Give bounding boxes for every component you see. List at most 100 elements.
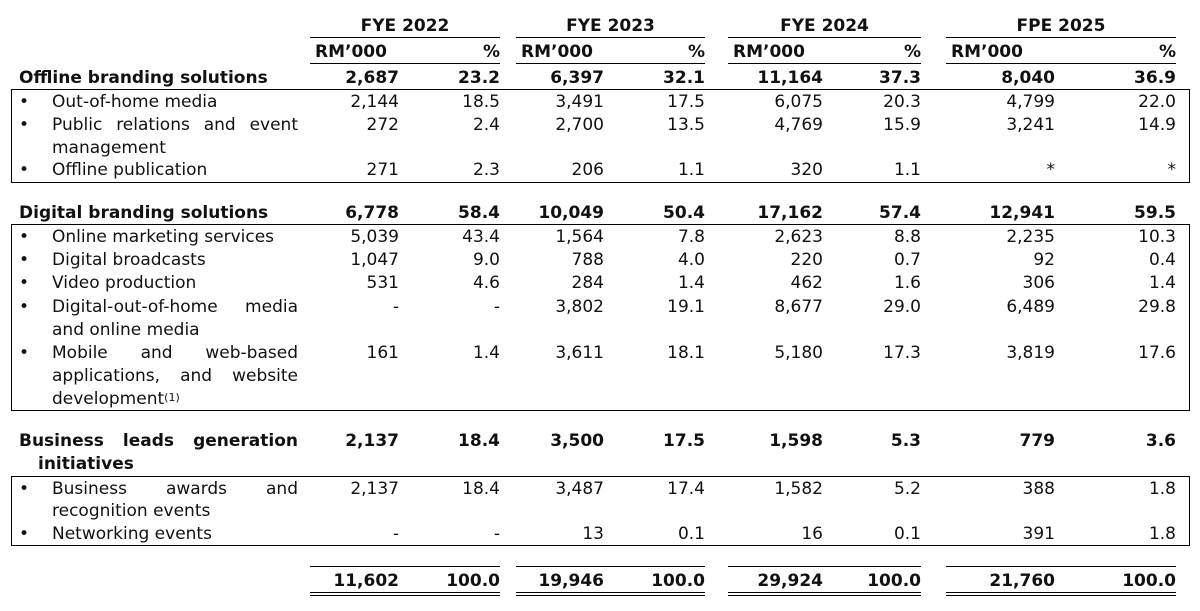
digital-total-cell: 12,941 [989, 203, 1055, 223]
unit-header: RM’000 [733, 42, 805, 62]
digital-item-label: Mobile and web-based [52, 343, 298, 363]
section-title-business: Business leads generation [19, 431, 298, 451]
rule-line [516, 592, 705, 593]
grand-total-cell: 100.0 [446, 571, 500, 591]
bullet-icon: • [19, 273, 30, 293]
bullet-icon: • [19, 343, 30, 363]
business-item-cell: 2,137 [350, 479, 399, 499]
rule-line [728, 37, 921, 38]
section-box [11, 224, 1190, 411]
digital-item-cell: - [392, 297, 399, 317]
offline-item-cell: 14.9 [1138, 115, 1176, 135]
grand-total-cell: 11,602 [333, 571, 399, 591]
rule-line [310, 592, 500, 593]
offline-total-cell: 32.1 [663, 68, 705, 88]
rule-line [946, 595, 1176, 596]
offline-total-cell: 2,687 [345, 68, 399, 88]
business-total-cell: 2,137 [345, 431, 399, 451]
grand-total-cell: 19,946 [538, 571, 604, 591]
offline-item-cell: 2.4 [472, 115, 500, 135]
digital-total-cell: 59.5 [1134, 203, 1176, 223]
rule-line [946, 566, 1176, 567]
period-header: FYE 2024 [780, 16, 869, 36]
digital-total-cell: 58.4 [458, 203, 500, 223]
offline-total-cell: 8,040 [1001, 68, 1055, 88]
offline-total-cell: 6,397 [550, 68, 604, 88]
business-total-cell: 17.5 [663, 431, 705, 451]
offline-item-cell: 272 [366, 115, 399, 135]
digital-item-cell: 220 [790, 250, 823, 270]
rule-line [310, 566, 500, 567]
business-item-cell: - [392, 524, 399, 544]
digital-item-cell: 29.0 [883, 297, 921, 317]
offline-item-label: Public relations and event [52, 115, 298, 135]
business-item-cell: 0.1 [677, 524, 705, 544]
footnote-marker: (1) [164, 391, 180, 404]
rule-line [728, 63, 921, 64]
digital-item-cell: 462 [790, 273, 823, 293]
business-item-cell: 1.8 [1148, 524, 1176, 544]
digital-item-cell: 531 [366, 273, 399, 293]
digital-item-cell: 1.4 [677, 273, 705, 293]
offline-item-cell: 206 [571, 160, 604, 180]
bullet-icon: • [19, 479, 30, 499]
offline-item-cell: 2,700 [555, 115, 604, 135]
bullet-icon: • [19, 92, 30, 112]
business-item-cell: 3,487 [555, 479, 604, 499]
offline-item-cell: 271 [366, 160, 399, 180]
digital-item-cell: 10.3 [1138, 227, 1176, 247]
digital-item-cell: 18.1 [667, 343, 705, 363]
unit-header: RM’000 [521, 42, 593, 62]
digital-item-cell: 17.6 [1138, 343, 1176, 363]
digital-item-cell: 4.6 [472, 273, 500, 293]
digital-total-cell: 17,162 [757, 203, 823, 223]
digital-item-cell: 7.8 [677, 227, 705, 247]
digital-item-cell: 19.1 [667, 297, 705, 317]
business-total-cell: 18.4 [458, 431, 500, 451]
bullet-icon: • [19, 160, 30, 180]
digital-item-cell: 8,677 [774, 297, 823, 317]
digital-item-cell: 1.4 [472, 343, 500, 363]
digital-item-cell: - [493, 297, 500, 317]
offline-item-cell: 17.5 [667, 92, 705, 112]
business-total-cell: 779 [1019, 431, 1056, 451]
rule-line [516, 37, 705, 38]
business-item-cell: 13 [582, 524, 604, 544]
digital-item-label: Digital-out-of-home media [52, 297, 298, 317]
digital-item-cell: 1.6 [893, 273, 921, 293]
business-item-cell: 17.4 [667, 479, 705, 499]
offline-item-cell: 4,769 [774, 115, 823, 135]
digital-item-label: Video production [52, 273, 197, 293]
offline-item-cell: 20.3 [883, 92, 921, 112]
pct-header: % [687, 42, 705, 62]
digital-item-label-cont: development(1) [52, 389, 180, 409]
digital-item-cell: 1,564 [555, 227, 604, 247]
business-total-cell: 5.3 [890, 431, 921, 451]
digital-item-cell: 306 [1022, 273, 1055, 293]
digital-item-cell: 284 [571, 273, 604, 293]
digital-item-cell: 3,802 [555, 297, 604, 317]
period-header: FYE 2022 [360, 16, 450, 36]
offline-total-cell: 37.3 [879, 68, 921, 88]
rule-line [310, 63, 500, 64]
offline-item-cell: * [1046, 160, 1056, 180]
rule-line [728, 566, 921, 567]
rule-line [516, 63, 705, 64]
section-title-offline: Offline branding solutions [19, 68, 268, 88]
grand-total-cell: 100.0 [651, 571, 705, 591]
offline-item-cell: * [1167, 160, 1177, 180]
business-item-label-cont: recognition events [52, 501, 211, 521]
bullet-icon: • [19, 115, 30, 135]
offline-item-label: Offline publication [52, 160, 208, 180]
digital-item-cell: 0.4 [1148, 250, 1176, 270]
offline-item-label-cont: management [52, 138, 166, 158]
grand-total-cell: 100.0 [1122, 571, 1176, 591]
offline-total-cell: 36.9 [1134, 68, 1176, 88]
period-header: FYE 2023 [566, 16, 655, 36]
digital-total-cell: 50.4 [663, 203, 705, 223]
rule-line [946, 592, 1176, 593]
offline-item-cell: 22.0 [1138, 92, 1176, 112]
business-item-cell: 18.4 [462, 479, 500, 499]
business-item-cell: 0.1 [893, 524, 921, 544]
offline-total-cell: 23.2 [458, 68, 500, 88]
